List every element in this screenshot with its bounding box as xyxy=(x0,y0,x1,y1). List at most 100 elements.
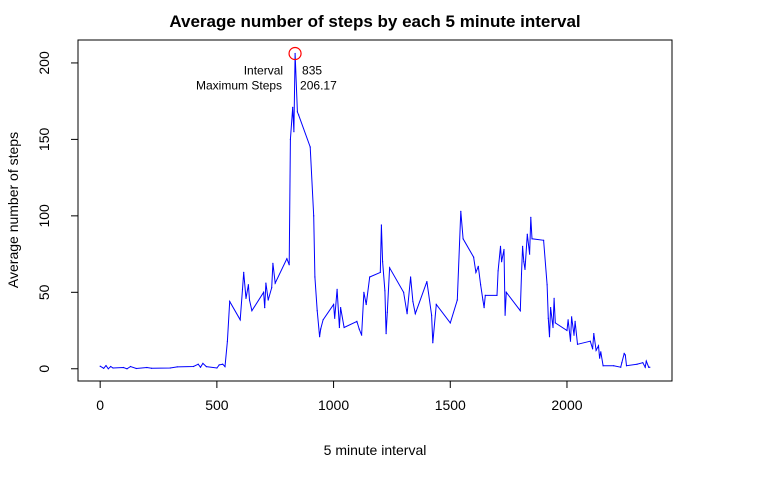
max-point-marker xyxy=(288,46,302,61)
data-point xyxy=(298,114,300,116)
chart-title: Average number of steps by each 5 minute… xyxy=(169,12,580,31)
data-point xyxy=(406,313,408,315)
data-point xyxy=(107,368,109,370)
data-point xyxy=(484,294,486,296)
data-point xyxy=(496,294,498,296)
data-point xyxy=(636,363,638,365)
data-point xyxy=(226,340,228,342)
annotation-max-steps-value: 206.17 xyxy=(300,79,337,93)
data-point xyxy=(503,248,505,251)
y-tick-label: 100 xyxy=(36,204,52,228)
data-point xyxy=(415,310,417,312)
data-point xyxy=(313,215,315,217)
data-point xyxy=(644,366,646,368)
y-tick-label: 0 xyxy=(36,365,52,373)
data-point xyxy=(146,366,148,369)
data-point xyxy=(460,210,462,212)
data-point xyxy=(600,351,602,353)
data-point xyxy=(435,303,437,306)
x-tick-label: 500 xyxy=(205,397,229,413)
data-point xyxy=(403,291,405,293)
data-point xyxy=(199,366,202,368)
data-point xyxy=(340,307,342,309)
data-point xyxy=(363,291,365,293)
data-point xyxy=(567,319,569,321)
data-point xyxy=(129,365,132,368)
data-point xyxy=(334,317,336,319)
data-point xyxy=(530,216,532,218)
data-point xyxy=(432,342,434,344)
data-point xyxy=(648,366,650,368)
data-point xyxy=(531,238,533,240)
data-point xyxy=(224,366,226,368)
data-point xyxy=(322,319,324,321)
y-axis: 0 50 100 150 200 xyxy=(36,51,79,373)
data-point xyxy=(369,276,371,278)
data-point xyxy=(642,362,644,364)
data-point xyxy=(379,271,381,273)
data-point xyxy=(320,328,322,330)
data-point xyxy=(550,307,552,309)
data-point xyxy=(293,131,295,133)
data-point xyxy=(288,264,290,266)
data-point xyxy=(229,300,231,303)
data-point xyxy=(251,310,253,312)
x-tick-label: 0 xyxy=(96,397,104,413)
data-point xyxy=(380,224,382,226)
data-point xyxy=(289,138,291,140)
x-tick-label: 1500 xyxy=(435,397,466,413)
data-point xyxy=(553,297,555,299)
data-point xyxy=(589,340,591,342)
data-point xyxy=(382,261,384,263)
data-point xyxy=(649,366,651,368)
data-point xyxy=(499,245,502,247)
data-point xyxy=(105,365,107,367)
data-point xyxy=(122,366,125,369)
data-point xyxy=(192,365,195,368)
data-point xyxy=(205,366,207,368)
data-point xyxy=(385,333,387,335)
data-point xyxy=(523,261,525,263)
y-tick-label: 150 xyxy=(36,128,52,152)
data-point xyxy=(263,291,265,293)
data-point xyxy=(483,307,485,309)
data-point xyxy=(243,271,245,273)
data-point xyxy=(552,326,554,329)
data-point xyxy=(126,368,128,370)
data-point xyxy=(526,233,528,235)
data-point xyxy=(169,367,171,369)
data-point xyxy=(593,333,595,335)
data-point xyxy=(522,245,524,247)
data-point xyxy=(286,258,288,260)
data-point xyxy=(245,297,247,299)
data-point xyxy=(264,307,266,309)
data-point xyxy=(248,299,251,301)
x-tick-label: 1000 xyxy=(318,397,349,413)
data-point xyxy=(624,354,626,356)
data-point xyxy=(623,352,625,355)
data-point xyxy=(519,310,521,312)
data-point xyxy=(218,364,220,366)
y-tick-label: 200 xyxy=(36,51,52,75)
data-point xyxy=(480,284,482,286)
data-point xyxy=(197,363,199,365)
data-point xyxy=(597,345,600,347)
data-point xyxy=(358,328,360,330)
data-point xyxy=(566,329,568,332)
data-point xyxy=(389,267,391,269)
data-point xyxy=(574,320,576,322)
data-point xyxy=(621,362,623,364)
data-point xyxy=(645,360,647,362)
data-point xyxy=(412,300,414,303)
data-point xyxy=(343,326,345,329)
data-point xyxy=(296,111,298,113)
data-point xyxy=(384,290,386,292)
data-point xyxy=(613,365,615,367)
data-point xyxy=(386,311,388,313)
data-point xyxy=(569,340,572,342)
data-point xyxy=(338,326,340,329)
series-points xyxy=(99,52,651,370)
data-point xyxy=(414,313,416,315)
data-point xyxy=(431,314,433,316)
